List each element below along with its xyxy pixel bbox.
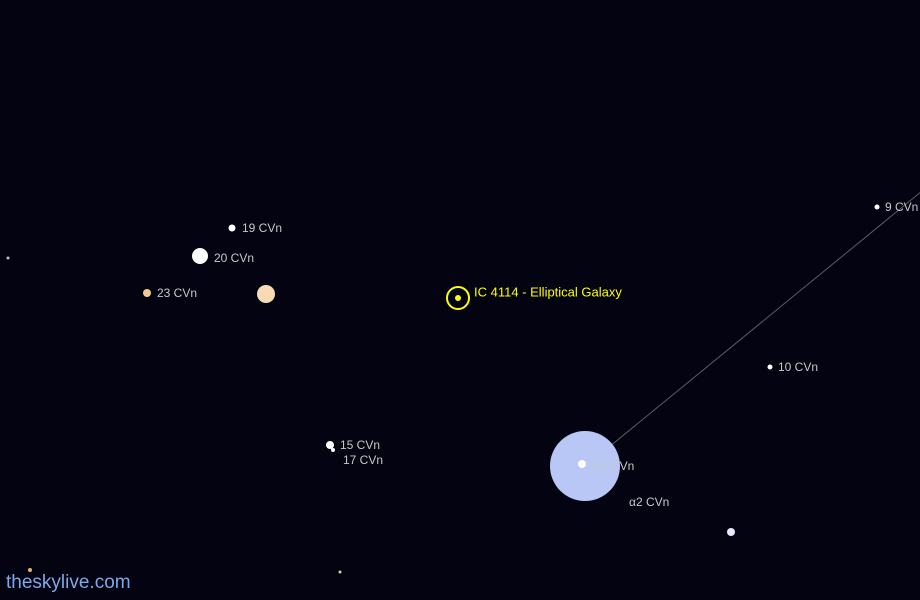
- star-tiny-bottom: [339, 571, 342, 574]
- target-label: IC 4114 - Elliptical Galaxy: [474, 285, 622, 300]
- star-label-10-CVn: 10 CVn: [778, 360, 818, 374]
- star-label-9-CVn: 9 CVn: [885, 200, 918, 214]
- star-a1-CVn: [578, 460, 586, 468]
- star-9-CVn: [875, 205, 880, 210]
- star-tiny-left: [7, 257, 10, 260]
- star-label-15-CVn: 15 CVn: [340, 438, 380, 452]
- star-label-23-CVn: 23 CVn: [157, 286, 197, 300]
- star-10-CVn: [768, 365, 773, 370]
- star-20-CVn: [192, 248, 208, 264]
- star-label-a1-CVn: α1 CVn: [594, 459, 634, 473]
- star-small-br: [727, 528, 735, 536]
- star-label-17-CVn: 17 CVn: [343, 453, 383, 467]
- target-dot: [455, 295, 461, 301]
- star-17-CVn: [331, 448, 335, 452]
- star-23-CVn: [143, 289, 151, 297]
- star-19-CVn: [229, 225, 236, 232]
- star-label-20-CVn: 20 CVn: [214, 251, 254, 265]
- watermark: theskylive.com: [6, 572, 131, 594]
- star-label-a2-CVn-label: α2 CVn: [629, 495, 669, 509]
- star-chart: 19 CVn 20 CVn 23 CVn 9 CVn 10 CVn 15 CVn17 CV…: [0, 0, 920, 600]
- star-label-19-CVn: 19 CVn: [242, 221, 282, 235]
- constellation-line: [585, 192, 920, 467]
- star-unnamed-orange: [257, 285, 275, 303]
